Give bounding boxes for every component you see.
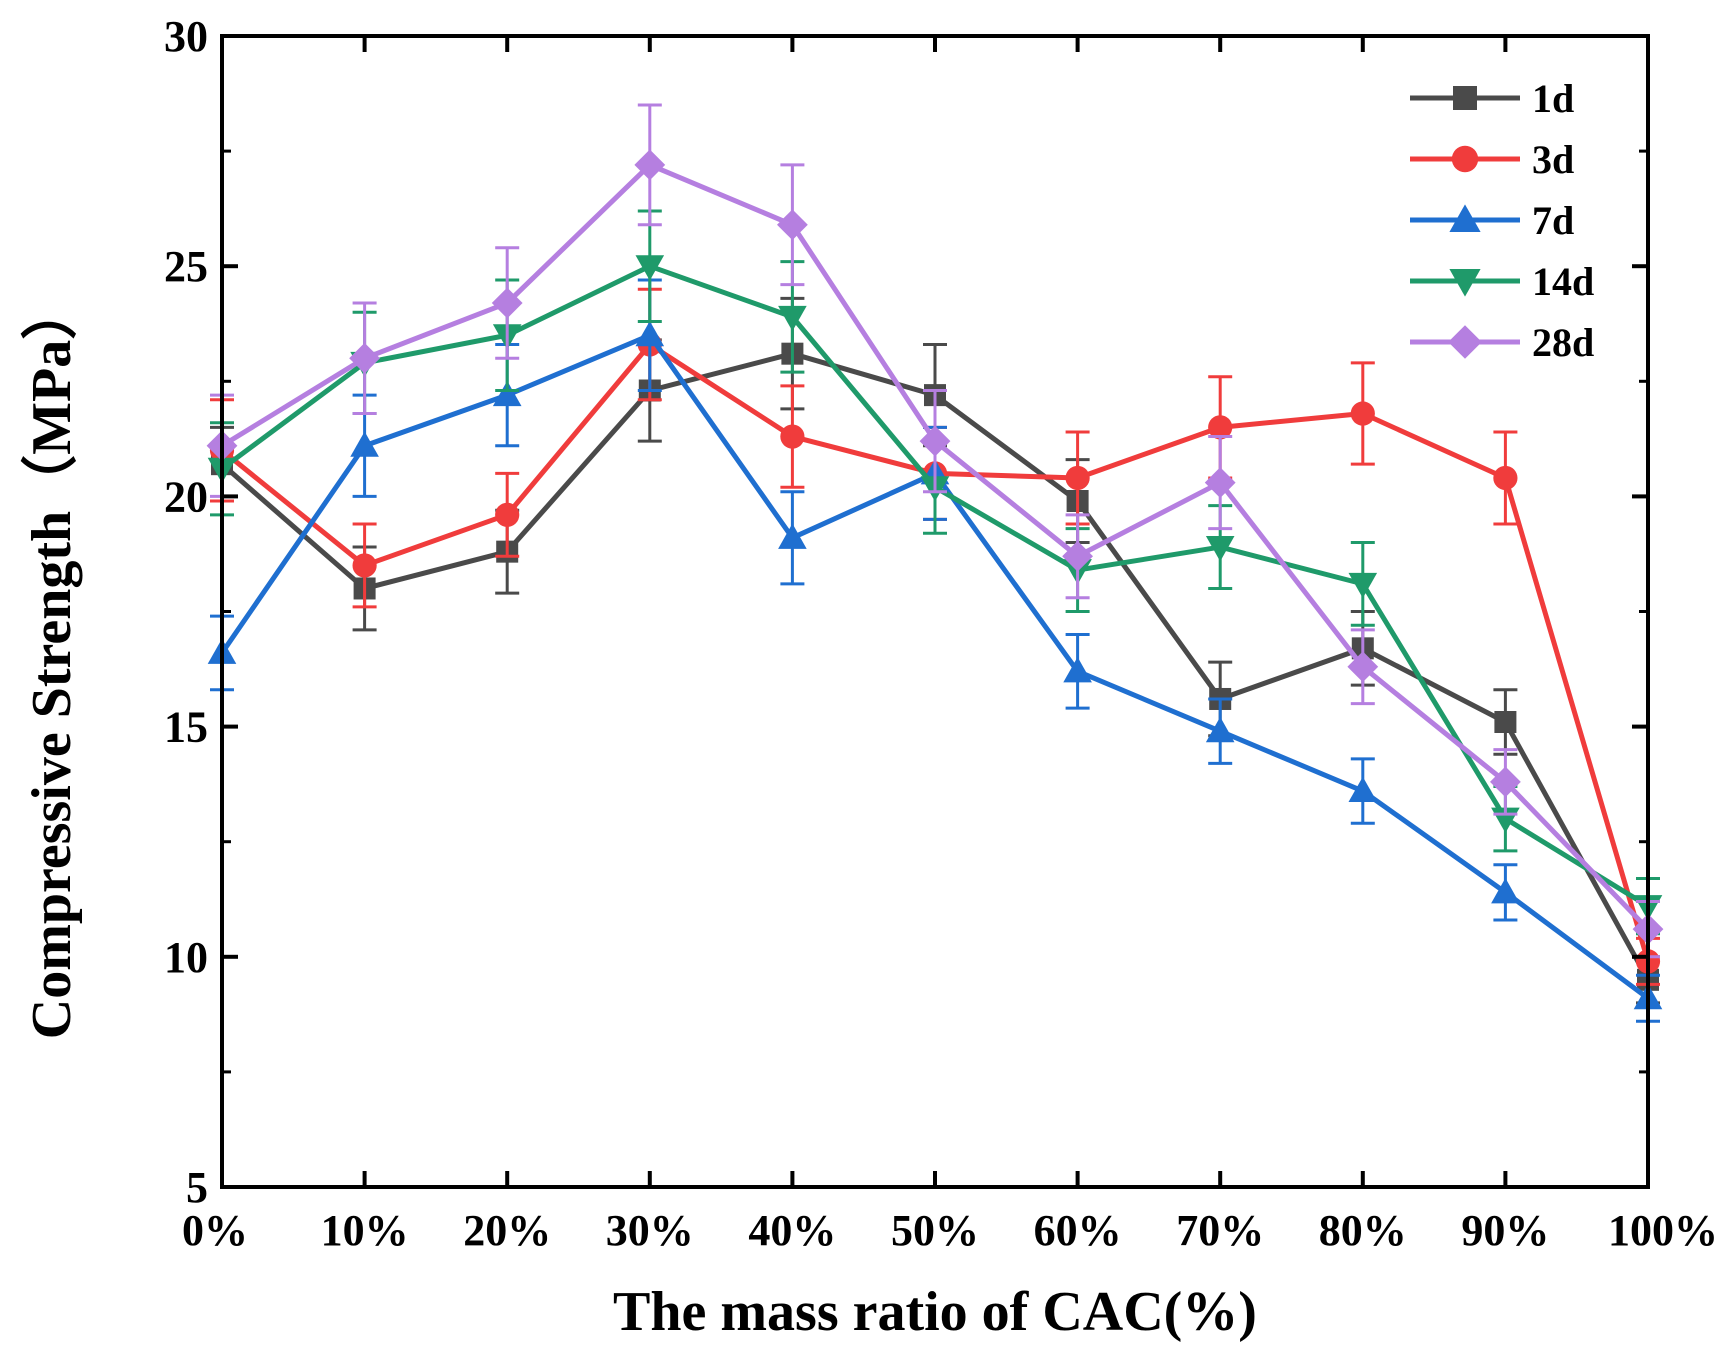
legend-marker: [1448, 325, 1482, 359]
y-tick-label: 10: [164, 933, 208, 982]
data-point-14d: [1205, 536, 1235, 562]
x-axis-title: The mass ratio of CAC(%): [613, 1281, 1257, 1343]
legend-label: 3d: [1532, 137, 1574, 182]
data-point-3d: [1493, 465, 1518, 491]
x-tick-label: 20%: [463, 1206, 551, 1255]
x-tick-label: 10%: [321, 1206, 409, 1255]
x-tick-label: 90%: [1461, 1206, 1549, 1255]
data-point-14d: [635, 255, 665, 281]
legend-item-7d: 7d: [1410, 198, 1574, 243]
series-7d: [207, 278, 1663, 1023]
data-point-3d: [1350, 401, 1375, 426]
x-tick-label: 0%: [182, 1206, 248, 1255]
data-point-7d: [1205, 716, 1235, 743]
y-tick-label: 25: [164, 242, 208, 291]
data-point-14d: [1348, 572, 1378, 599]
y-tick-label: 15: [164, 703, 208, 752]
legend-marker: [1453, 86, 1477, 110]
data-point-7d: [778, 523, 807, 549]
legend-item-3d: 3d: [1410, 137, 1574, 182]
x-tick-label: 100%: [1608, 1206, 1718, 1255]
y-tick-label: 5: [186, 1163, 208, 1212]
legend-item-1d: 1d: [1410, 76, 1574, 121]
data-point-3d: [1208, 415, 1233, 440]
x-tick-label: 50%: [891, 1206, 979, 1255]
data-point-7d: [1491, 878, 1520, 904]
x-tick-label: 70%: [1176, 1206, 1264, 1255]
plot-frame: [220, 34, 1650, 1189]
data-point-28d: [919, 425, 951, 457]
legend-label: 7d: [1532, 198, 1574, 243]
data-point-28d: [634, 149, 666, 181]
data-point-3d: [780, 424, 805, 449]
data-point-28d: [777, 209, 808, 241]
data-point-28d: [1062, 540, 1093, 572]
data-point-28d: [1347, 651, 1379, 683]
data-point-7d: [1348, 776, 1378, 803]
series-28d: [206, 103, 1664, 959]
x-tick-label: 30%: [606, 1206, 694, 1255]
data-point-3d: [352, 553, 377, 578]
legend-marker: [1449, 269, 1481, 297]
legend-item-14d: 14d: [1410, 259, 1594, 304]
x-tick-label: 60%: [1034, 1206, 1122, 1255]
data-point-28d: [349, 342, 380, 374]
data-point-7d: [635, 320, 665, 347]
x-tick-label: 40%: [748, 1206, 836, 1255]
data-point-28d: [491, 287, 523, 319]
y-axis-title: Compressive Strength（MPa）: [20, 284, 83, 1039]
x-tick-label: 80%: [1319, 1206, 1407, 1255]
legend-marker: [1451, 145, 1479, 173]
data-point-7d: [1063, 657, 1092, 683]
data-point-14d: [778, 305, 807, 332]
data-point-7d: [492, 380, 522, 407]
data-point-3d: [495, 502, 520, 527]
data-point-1d: [1494, 710, 1517, 733]
data-point-28d: [1204, 467, 1236, 498]
legend-label: 1d: [1532, 76, 1574, 121]
legend-label: 28d: [1532, 320, 1594, 365]
legend-marker: [1449, 204, 1481, 232]
y-tick-label: 20: [164, 472, 208, 521]
legend-item-28d: 28d: [1410, 320, 1594, 365]
y-tick-label: 30: [164, 12, 208, 61]
data-point-7d: [350, 431, 379, 457]
data-point-3d: [1065, 465, 1090, 491]
data-point-28d: [1490, 766, 1521, 798]
legend-label: 14d: [1532, 259, 1594, 304]
